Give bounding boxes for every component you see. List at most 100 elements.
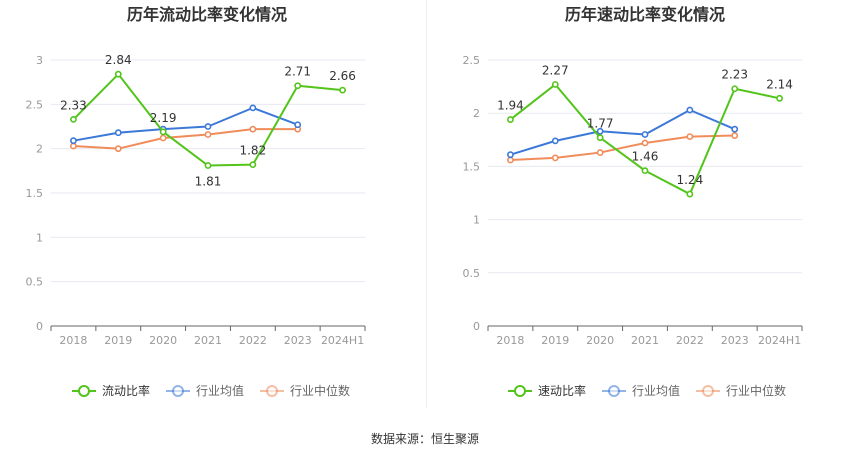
legend-item[interactable]: 行业均值 xyxy=(602,383,680,398)
y-tick-label: 1 xyxy=(473,214,480,227)
x-tick-label: 2024H1 xyxy=(758,334,801,347)
legend-marker xyxy=(514,385,526,397)
legend-item[interactable]: 行业均值 xyxy=(166,383,244,398)
data-point[interactable] xyxy=(507,116,514,123)
series-line xyxy=(73,128,298,150)
data-point[interactable] xyxy=(686,190,694,198)
data-label: 1.94 xyxy=(497,99,524,113)
data-label: 2.66 xyxy=(329,69,356,83)
data-label: 1.77 xyxy=(587,117,614,131)
legend-label: 流动比率 xyxy=(102,383,150,398)
y-tick-label: 0 xyxy=(473,320,480,333)
data-label: 2.71 xyxy=(284,65,311,79)
series-industry-average xyxy=(70,104,302,145)
series-line xyxy=(72,73,343,167)
x-tick-label: 2020 xyxy=(149,334,177,347)
data-point[interactable] xyxy=(776,94,783,102)
data-point[interactable] xyxy=(204,131,212,138)
y-tick-label: 0.5 xyxy=(463,267,481,280)
y-tick-label: 2 xyxy=(473,107,480,120)
data-label: 2.84 xyxy=(105,53,132,67)
data-point[interactable] xyxy=(551,154,559,162)
x-tick-label: 2021 xyxy=(631,334,659,347)
y-tick-label: 0 xyxy=(36,320,43,333)
x-tick-label: 2024H1 xyxy=(321,334,364,347)
data-point[interactable] xyxy=(731,132,739,139)
series-line xyxy=(510,134,735,162)
data-point[interactable] xyxy=(249,125,257,133)
chart-2: 历年速动比率变化情况 0 0.5 1 1.5 2 2.5 2018 2019 2020 2021 20… xyxy=(463,5,803,398)
x-tick-label: 2018 xyxy=(496,334,524,347)
data-label: 2.14 xyxy=(766,77,793,91)
data-point[interactable] xyxy=(686,106,694,114)
legend-label: 行业中位数 xyxy=(290,383,350,398)
y-tick-label: 2 xyxy=(36,143,43,156)
legend-label: 速动比率 xyxy=(538,383,586,398)
data-point[interactable] xyxy=(159,134,167,142)
data-point[interactable] xyxy=(731,85,739,93)
data-point[interactable] xyxy=(70,142,77,150)
x-tick-label: 2019 xyxy=(541,334,569,347)
data-point[interactable] xyxy=(204,162,212,169)
data-point[interactable] xyxy=(249,161,257,169)
data-point[interactable] xyxy=(114,145,122,153)
panel-divider xyxy=(426,0,427,408)
chart-title: 历年速动比率变化情况 xyxy=(565,5,725,24)
legend-marker xyxy=(702,385,714,397)
data-point[interactable] xyxy=(294,121,302,129)
y-tick-label: 2.5 xyxy=(26,98,44,111)
y-tick-label: 2.5 xyxy=(463,54,481,67)
data-point[interactable] xyxy=(641,131,649,138)
series-industry-median xyxy=(507,132,739,164)
data-point[interactable] xyxy=(596,134,604,142)
x-tick-label: 2022 xyxy=(676,334,704,347)
legend-label: 行业均值 xyxy=(632,383,680,398)
x-tick-label: 2023 xyxy=(721,334,749,347)
data-point[interactable] xyxy=(339,86,346,94)
legend: 速动比率 行业均值 行业中位数 xyxy=(508,383,786,398)
legend-marker xyxy=(608,385,620,397)
legend-marker xyxy=(266,385,278,397)
x-tick-label: 2018 xyxy=(59,334,87,347)
data-point[interactable] xyxy=(507,156,514,164)
data-point[interactable] xyxy=(70,116,77,123)
series-main: 1.94 2.27 1.77 1.46 1.24 2.23 2.14 xyxy=(497,63,793,198)
data-label: 1.82 xyxy=(239,144,266,158)
data-label: 2.33 xyxy=(60,98,87,112)
legend-marker xyxy=(78,385,90,397)
legend-item[interactable]: 速动比率 xyxy=(508,383,586,398)
data-point[interactable] xyxy=(249,104,257,112)
data-point[interactable] xyxy=(551,137,559,145)
data-point[interactable] xyxy=(204,123,212,130)
chart-1: 历年流动比率变化情况 0 0.5 1 1.5 2 2.5 3 2018 2019 2020 2021 2… xyxy=(26,5,366,398)
data-point[interactable] xyxy=(70,137,77,145)
data-label: 1.24 xyxy=(676,173,703,187)
data-label: 2.23 xyxy=(721,68,748,82)
x-tick-label: 2019 xyxy=(104,334,132,347)
y-tick-label: 1 xyxy=(36,231,43,244)
data-point[interactable] xyxy=(294,82,302,90)
legend-item[interactable]: 流动比率 xyxy=(72,383,150,398)
y-tick-label: 3 xyxy=(36,54,43,67)
x-tick-label: 2022 xyxy=(239,334,267,347)
data-point[interactable] xyxy=(551,81,559,88)
data-point[interactable] xyxy=(686,133,694,141)
legend-item[interactable]: 行业中位数 xyxy=(696,383,786,398)
data-point[interactable] xyxy=(596,127,604,135)
legend-item[interactable]: 行业中位数 xyxy=(260,383,350,398)
data-point[interactable] xyxy=(114,70,122,78)
data-label: 1.46 xyxy=(632,150,659,164)
data-point[interactable] xyxy=(507,151,514,159)
data-point[interactable] xyxy=(641,167,649,175)
chart-title: 历年流动比率变化情况 xyxy=(127,5,287,24)
data-point[interactable] xyxy=(641,139,649,147)
y-tick-label: 0.5 xyxy=(26,276,44,289)
data-point[interactable] xyxy=(159,128,167,136)
data-point[interactable] xyxy=(114,129,122,137)
data-point[interactable] xyxy=(731,125,739,133)
data-point[interactable] xyxy=(596,149,604,156)
legend-label: 行业均值 xyxy=(196,383,244,398)
y-tick-label: 1.5 xyxy=(463,160,481,173)
x-tick-label: 2021 xyxy=(194,334,222,347)
